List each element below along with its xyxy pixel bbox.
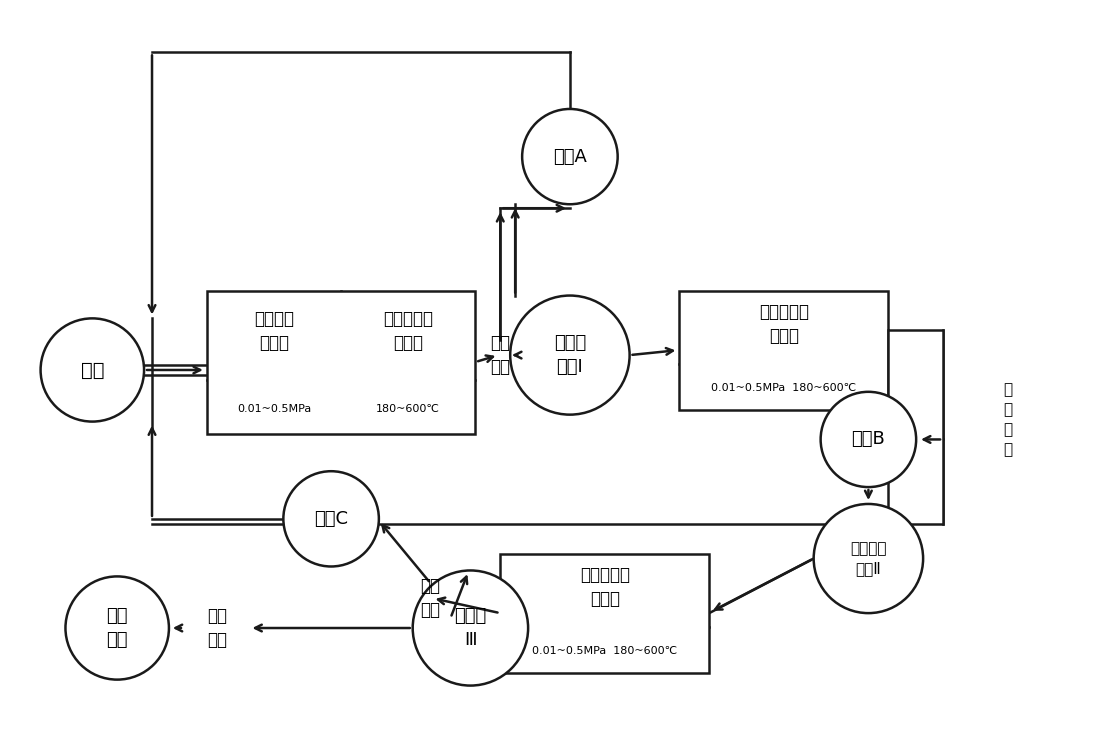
Bar xyxy=(500,553,710,673)
Text: 原料: 原料 xyxy=(80,360,104,379)
Bar xyxy=(679,290,888,409)
Text: 烃类混
合物Ⅰ: 烃类混 合物Ⅰ xyxy=(554,334,586,376)
Text: 气体B: 气体B xyxy=(852,431,885,448)
Circle shape xyxy=(510,295,629,415)
Circle shape xyxy=(821,392,916,487)
Text: 混合物
Ⅲ: 混合物 Ⅲ xyxy=(454,607,487,649)
Text: 分离
提纯: 分离 提纯 xyxy=(207,607,227,649)
Text: 芳烃类混
合物Ⅱ: 芳烃类混 合物Ⅱ xyxy=(850,541,887,576)
Text: 气体A: 气体A xyxy=(553,148,587,165)
Circle shape xyxy=(413,570,528,686)
Circle shape xyxy=(41,318,144,422)
Text: 0.01~0.5MPa  180~600℃: 0.01~0.5MPa 180~600℃ xyxy=(532,646,678,656)
Text: 0.01~0.5MPa: 0.01~0.5MPa xyxy=(237,404,311,414)
Circle shape xyxy=(813,504,923,613)
Circle shape xyxy=(522,109,617,204)
Text: 烃化反应
催化剂: 烃化反应 催化剂 xyxy=(253,310,294,351)
Text: 对二
甲苯: 对二 甲苯 xyxy=(107,607,128,649)
Circle shape xyxy=(283,471,379,567)
Text: 分离
提纯: 分离 提纯 xyxy=(421,578,441,619)
Text: 甲基化反应
催化剂: 甲基化反应 催化剂 xyxy=(759,303,809,345)
Text: 180~600℃: 180~600℃ xyxy=(376,404,440,414)
Text: 分
离
提
纯: 分 离 提 纯 xyxy=(1003,382,1013,457)
Text: 分离
提纯: 分离 提纯 xyxy=(490,334,510,376)
Text: 芳构化反应
催化剂: 芳构化反应 催化剂 xyxy=(383,310,433,351)
Bar xyxy=(207,290,475,434)
Text: 气体C: 气体C xyxy=(314,510,348,528)
Text: 异构化反应
催化剂: 异构化反应 催化剂 xyxy=(580,566,629,608)
Bar xyxy=(888,330,943,524)
Circle shape xyxy=(65,576,169,680)
Text: 0.01~0.5MPa  180~600℃: 0.01~0.5MPa 180~600℃ xyxy=(711,383,856,393)
